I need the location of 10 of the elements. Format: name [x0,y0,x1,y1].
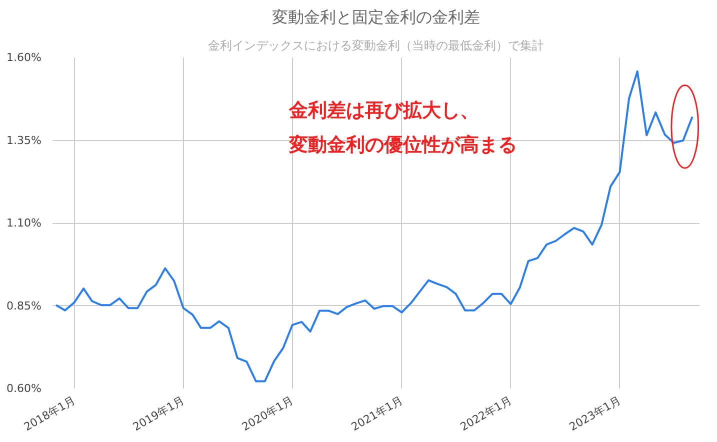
y-tick-label: 0.60% [6,382,42,395]
annotation: 金利差は再び拡大し、 [288,99,479,122]
y-tick-label: 1.60% [6,51,42,64]
y-tick-label: 1.35% [6,134,42,147]
chart-subtitle: 金利インデックスにおける変動金利（当時の最低金利）で集計 [208,38,544,52]
chart-title: 変動金利と固定金利の金利差 [272,8,480,26]
line-series [55,70,694,382]
y-tick-label: 1.10% [6,216,42,230]
annotation: 変動金利の優位性が高まる [288,134,517,156]
y-tick-label: 0.85% [6,299,42,312]
